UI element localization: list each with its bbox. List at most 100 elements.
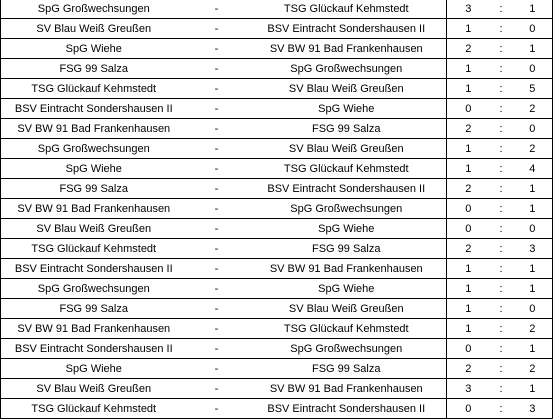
team-separator: - [186,278,247,299]
table-row: FSG 99 Salza - BSV Eintracht Sondershaus… [0,178,553,199]
goals-home: 2 [446,38,490,59]
home-team: FSG 99 Salza [0,178,187,199]
goals-away: 2 [512,138,553,159]
team-separator: - [186,218,247,239]
goals-away: 2 [512,318,553,339]
goals-home: 1 [446,138,490,159]
team-separator: - [186,58,247,79]
goals-away: 4 [512,158,553,179]
score-separator: : [489,0,513,19]
table-row: BSV Eintracht Sondershausen II - SpG Gro… [0,338,553,359]
away-team: FSG 99 Salza [246,358,447,379]
away-team: FSG 99 Salza [246,118,447,139]
away-team: BSV Eintracht Sondershausen II [246,398,447,419]
team-separator: - [186,318,247,339]
away-team: SV Blau Weiß Greußen [246,138,447,159]
goals-home: 0 [446,98,490,119]
table-row: SV Blau Weiß Greußen - SpG Wiehe 0 : 0 [0,218,553,239]
home-team: TSG Glückauf Kehmstedt [0,398,187,419]
goals-home: 0 [446,398,490,419]
team-separator: - [186,178,247,199]
goals-home: 3 [446,0,490,19]
score-separator: : [489,298,513,319]
away-team: SpG Großwechsungen [246,198,447,219]
away-team: SpG Wiehe [246,98,447,119]
team-separator: - [186,258,247,279]
away-team: SV BW 91 Bad Frankenhausen [246,378,447,399]
score-separator: : [489,338,513,359]
score-separator: : [489,98,513,119]
goals-home: 1 [446,318,490,339]
team-separator: - [186,38,247,59]
goals-home: 1 [446,278,490,299]
goals-away: 1 [512,278,553,299]
home-team: SV BW 91 Bad Frankenhausen [0,118,187,139]
table-row: SV BW 91 Bad Frankenhausen - FSG 99 Salz… [0,118,553,139]
score-separator: : [489,318,513,339]
team-separator: - [186,138,247,159]
away-team: TSG Glückauf Kehmstedt [246,158,447,179]
home-team: TSG Glückauf Kehmstedt [0,78,187,99]
table-row: SpG Wiehe - FSG 99 Salza 2 : 2 [0,358,553,379]
score-separator: : [489,278,513,299]
goals-home: 1 [446,258,490,279]
goals-away: 2 [512,98,553,119]
home-team: SV Blau Weiß Greußen [0,218,187,239]
score-separator: : [489,258,513,279]
table-row: FSG 99 Salza - SpG Großwechsungen 1 : 0 [0,58,553,79]
away-team: SpG Großwechsungen [246,338,447,359]
goals-home: 2 [446,238,490,259]
team-separator: - [186,338,247,359]
home-team: SpG Wiehe [0,158,187,179]
table-row: TSG Glückauf Kehmstedt - SV Blau Weiß Gr… [0,78,553,99]
away-team: TSG Glückauf Kehmstedt [246,318,447,339]
home-team: SV Blau Weiß Greußen [0,378,187,399]
team-separator: - [186,398,247,419]
score-separator: : [489,78,513,99]
team-separator: - [186,238,247,259]
team-separator: - [186,0,247,19]
table-row: TSG Glückauf Kehmstedt - FSG 99 Salza 2 … [0,238,553,259]
score-separator: : [489,198,513,219]
goals-away: 0 [512,18,553,39]
away-team: SpG Wiehe [246,218,447,239]
home-team: SpG Großwechsungen [0,278,187,299]
home-team: SpG Großwechsungen [0,0,187,19]
score-separator: : [489,238,513,259]
table-row: SpG Großwechsungen - TSG Glückauf Kehmst… [0,0,553,19]
table-row: SpG Wiehe - SV BW 91 Bad Frankenhausen 2… [0,38,553,59]
goals-away: 0 [512,58,553,79]
goals-home: 0 [446,198,490,219]
away-team: BSV Eintracht Sondershausen II [246,178,447,199]
score-separator: : [489,398,513,419]
goals-home: 2 [446,118,490,139]
goals-home: 2 [446,178,490,199]
goals-home: 1 [446,78,490,99]
team-separator: - [186,198,247,219]
away-team: SV Blau Weiß Greußen [246,78,447,99]
goals-home: 1 [446,298,490,319]
home-team: SpG Großwechsungen [0,138,187,159]
goals-away: 0 [512,118,553,139]
score-separator: : [489,38,513,59]
goals-home: 1 [446,58,490,79]
score-separator: : [489,358,513,379]
away-team: SpG Großwechsungen [246,58,447,79]
table-row: BSV Eintracht Sondershausen II - SpG Wie… [0,98,553,119]
table-row: TSG Glückauf Kehmstedt - BSV Eintracht S… [0,398,553,419]
score-separator: : [489,18,513,39]
team-separator: - [186,378,247,399]
away-team: SpG Wiehe [246,278,447,299]
goals-away: 3 [512,398,553,419]
table-row: SpG Großwechsungen - SV Blau Weiß Greuße… [0,138,553,159]
away-team: SV BW 91 Bad Frankenhausen [246,258,447,279]
goals-home: 0 [446,338,490,359]
home-team: BSV Eintracht Sondershausen II [0,258,187,279]
away-team: TSG Glückauf Kehmstedt [246,0,447,19]
goals-home: 0 [446,218,490,239]
away-team: SV Blau Weiß Greußen [246,298,447,319]
home-team: SV Blau Weiß Greußen [0,18,187,39]
home-team: FSG 99 Salza [0,58,187,79]
